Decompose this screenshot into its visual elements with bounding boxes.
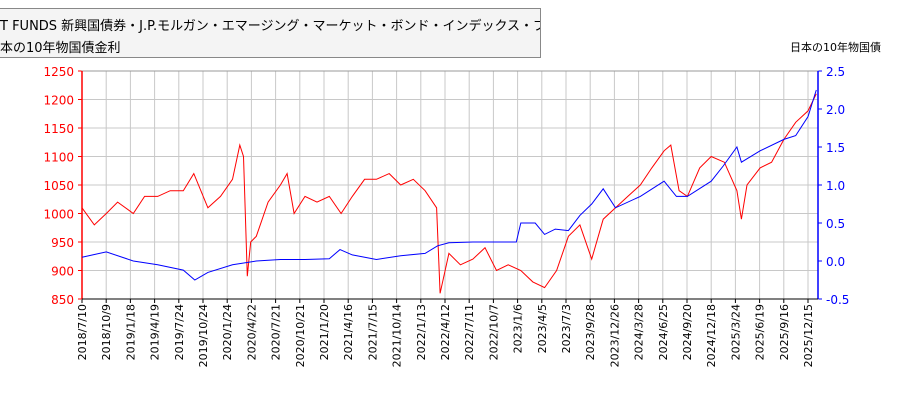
right-axis-title: 日本の10年物国債 bbox=[790, 41, 881, 54]
x-tick-label: 2019/1/18 bbox=[124, 304, 137, 360]
x-tick-label: 2023/1/6 bbox=[512, 304, 525, 353]
x-tick-label: 2025/3/24 bbox=[729, 304, 742, 360]
x-tick-label: 2024/12/18 bbox=[705, 304, 718, 367]
x-tick-label: 2023/9/28 bbox=[584, 304, 597, 360]
right-tick-label: 1.5 bbox=[826, 141, 845, 155]
x-tick-label: 2020/1/24 bbox=[221, 304, 234, 360]
x-tick-label: 2023/12/26 bbox=[608, 304, 621, 367]
left-tick-label: 950 bbox=[51, 236, 74, 250]
legend-jgb-label: 本の10年物国債金利 bbox=[0, 41, 121, 56]
left-tick-label: 900 bbox=[51, 265, 74, 279]
jgb-yield-line bbox=[81, 89, 817, 281]
x-tick-label: 2023/4/5 bbox=[536, 304, 549, 353]
x-tick-label: 2018/7/10 bbox=[76, 304, 89, 360]
x-tick-label: 2021/4/16 bbox=[342, 304, 355, 360]
right-tick-label: -0.5 bbox=[826, 293, 849, 307]
left-tick-label: 1200 bbox=[43, 94, 74, 108]
x-tick-label: 2021/10/14 bbox=[391, 304, 404, 367]
x-tick-label: 2022/7/11 bbox=[463, 304, 476, 360]
right-tick-label: 1.0 bbox=[826, 179, 845, 193]
x-tick-label: 2025/9/16 bbox=[778, 304, 791, 360]
x-tick-label: 2022/1/13 bbox=[415, 304, 428, 360]
right-tick-label: 0.0 bbox=[826, 255, 845, 269]
x-tick-label: 2022/4/12 bbox=[439, 304, 452, 360]
legend-fund-label: T FUNDS 新興国債券・J.P.モルガン・エマージング・マーケット・ボンド・… bbox=[0, 19, 540, 34]
left-tick-label: 1100 bbox=[43, 151, 74, 165]
x-tick-label: 2019/10/24 bbox=[197, 304, 210, 367]
left-tick-label: 1050 bbox=[43, 179, 74, 193]
x-tick-label: 2021/7/15 bbox=[366, 304, 379, 360]
x-tick-label: 2025/6/19 bbox=[754, 304, 767, 360]
x-tick-label: 2019/4/19 bbox=[149, 304, 162, 360]
legend: T FUNDS 新興国債券・J.P.モルガン・エマージング・マーケット・ボンド・… bbox=[0, 8, 541, 58]
x-tick-label: 2024/9/20 bbox=[681, 304, 694, 360]
x-tick-label: 2019/7/24 bbox=[173, 304, 186, 360]
x-tick-label: 2023/7/3 bbox=[560, 304, 573, 353]
x-tick-label: 2024/6/25 bbox=[657, 304, 670, 360]
left-tick-label: 1150 bbox=[43, 122, 74, 136]
fund-price-line bbox=[81, 93, 817, 294]
right-tick-label: 0.5 bbox=[826, 217, 845, 231]
left-tick-label: 1000 bbox=[43, 208, 74, 222]
right-tick-label: 2.5 bbox=[826, 65, 845, 79]
x-tick-label: 2020/7/21 bbox=[270, 304, 283, 360]
x-tick-label: 2024/3/28 bbox=[633, 304, 646, 360]
x-tick-label: 2022/10/7 bbox=[487, 304, 500, 360]
left-tick-label: 1250 bbox=[43, 65, 74, 79]
x-tick-label: 2025/12/15 bbox=[802, 304, 815, 367]
x-tick-label: 2020/4/22 bbox=[245, 304, 258, 360]
x-tick-label: 2018/10/9 bbox=[100, 304, 113, 360]
right-tick-label: 2.0 bbox=[826, 103, 845, 117]
left-tick-label: 850 bbox=[51, 293, 74, 307]
x-tick-label: 2021/1/20 bbox=[318, 304, 331, 360]
x-tick-label: 2020/10/21 bbox=[294, 304, 307, 367]
